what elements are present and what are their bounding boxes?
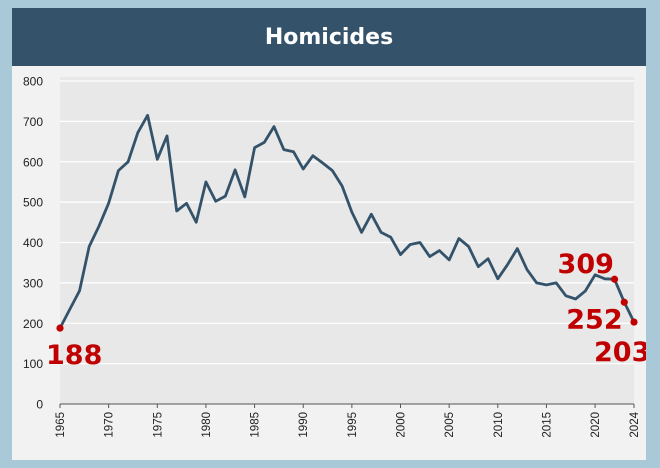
y-tick-label: 400 [23, 236, 43, 250]
x-tick-label: 1970 [104, 412, 116, 438]
line-chart: 0 100 200 300 400 500 600 700 800 1965 1970 1975 198… [23, 75, 646, 438]
y-tick-label: 0 [36, 398, 43, 412]
data-label: 203 [594, 337, 646, 368]
data-label: 309 [558, 249, 614, 280]
y-tick-label: 800 [23, 75, 43, 89]
y-tick-label: 500 [23, 196, 43, 210]
title-bar: Homicides [12, 8, 646, 66]
x-tick-label: 2000 [396, 412, 408, 438]
highlight-point [610, 275, 619, 283]
series-line [58, 113, 636, 330]
x-tick-label: 2015 [541, 412, 553, 438]
highlight-point [630, 318, 638, 326]
x-tick-label: 1965 [55, 412, 67, 438]
data-label: 252 [566, 304, 622, 335]
x-tick-label: 1990 [298, 412, 310, 438]
x-tick-label: 1985 [250, 412, 262, 438]
x-tick-label: 1980 [201, 412, 213, 438]
y-tick-label: 600 [23, 155, 43, 169]
highlight-point [56, 324, 64, 332]
data-label: 188 [46, 340, 102, 371]
y-tick-label: 300 [23, 276, 43, 290]
y-tick-label: 700 [23, 115, 43, 129]
highlight-point [620, 298, 628, 306]
chart-title: Homicides [264, 24, 394, 50]
x-tick-label: 1995 [347, 412, 359, 438]
plot-area [60, 77, 634, 404]
y-tick-label: 100 [23, 357, 43, 371]
x-tick-label: 2010 [493, 412, 505, 438]
x-tick-label: 2020 [590, 412, 602, 438]
chart-card: Homicides 0 100 200 300 400 500 600 700 800 1965 1… [12, 8, 646, 460]
x-tick-label: 2024 [629, 411, 641, 437]
x-tick-label: 1975 [152, 412, 164, 438]
x-tick-label: 2005 [444, 412, 456, 438]
y-tick-label: 200 [23, 317, 43, 331]
